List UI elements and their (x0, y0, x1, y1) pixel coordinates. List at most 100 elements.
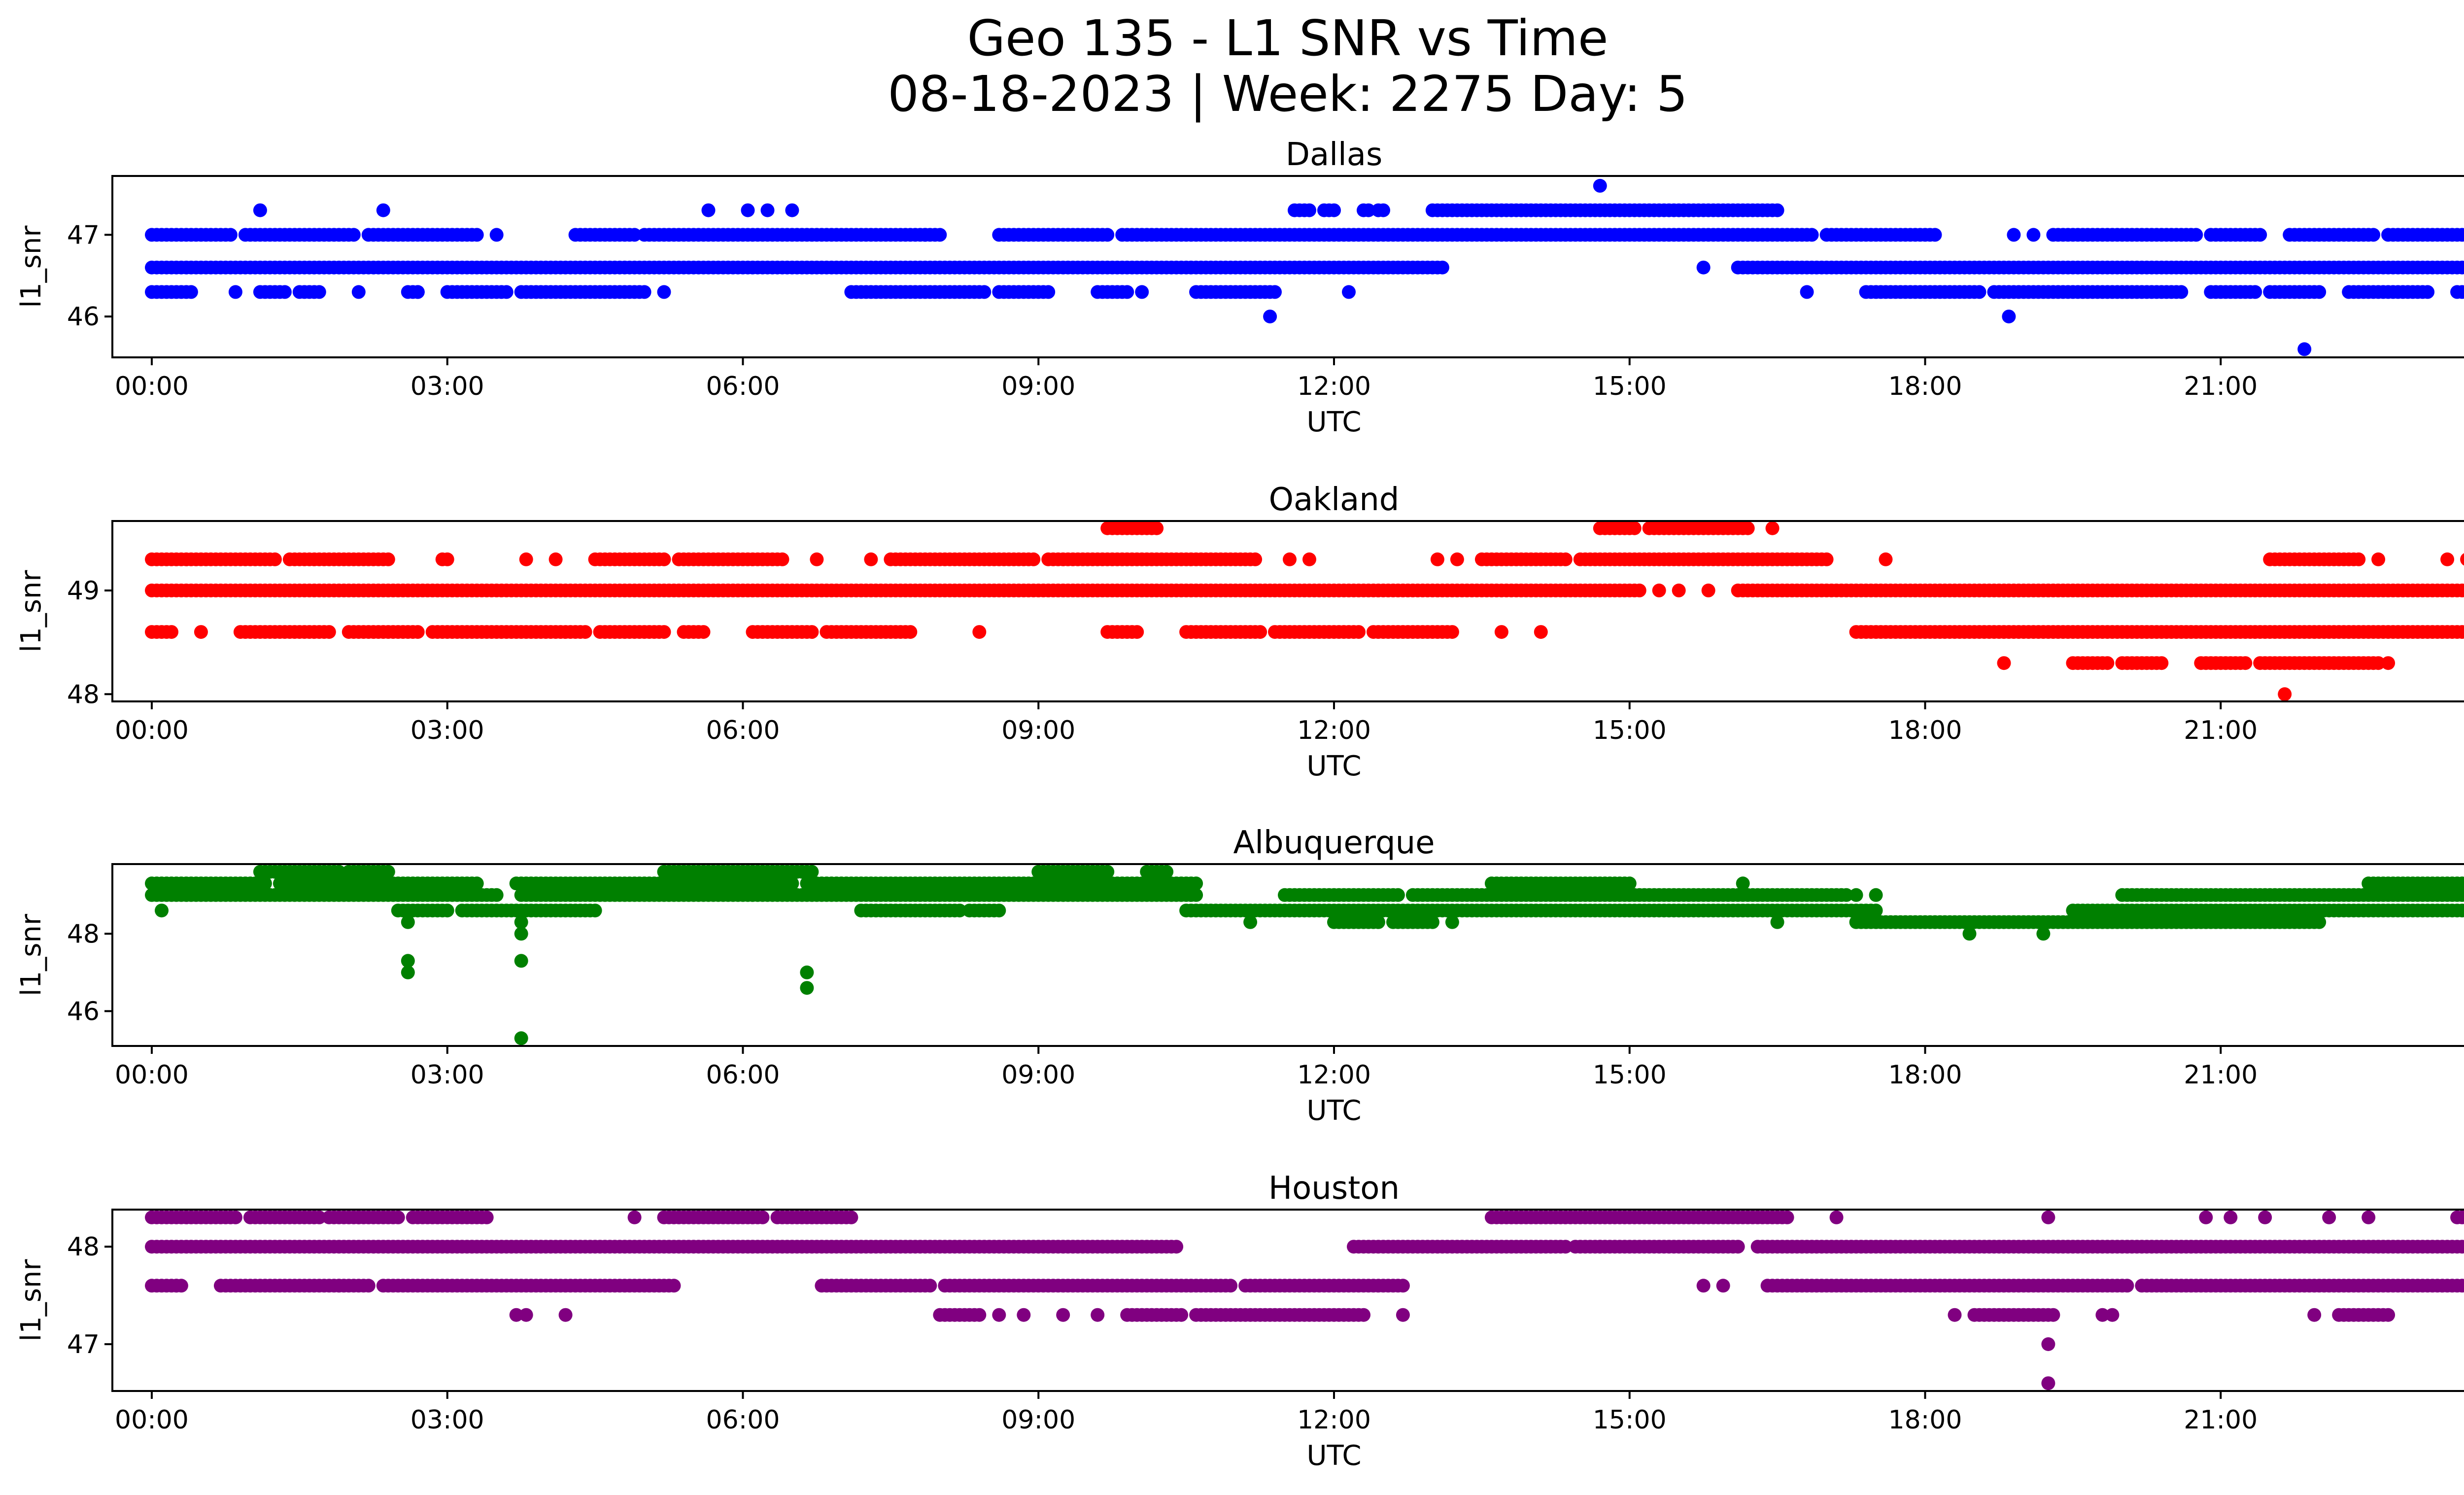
oakland-data-point (2155, 656, 2169, 670)
albuquerque-data-point (514, 927, 528, 941)
houston-data-point (1558, 1240, 1573, 1254)
dallas-data-point (253, 203, 267, 217)
albuquerque-data-point (2036, 927, 2051, 941)
oakland-data-point (2460, 626, 2464, 638)
dallas-x-tick-label: 06:00 (706, 372, 780, 401)
oakland-data-point (2460, 584, 2464, 597)
dallas-data-point (1135, 285, 1149, 299)
albuquerque-data-point (1736, 876, 1750, 891)
oakland-y-tick-label: 49 (67, 576, 100, 606)
dallas-data-point (411, 285, 425, 299)
albuquerque-x-tick-label: 06:00 (706, 1060, 780, 1090)
houston-data-point (1169, 1240, 1184, 1254)
oakland-data-point (657, 625, 671, 639)
albuquerque-data-point (1425, 915, 1439, 929)
albuquerque-data-point (1622, 876, 1637, 891)
dallas-data-point (1770, 203, 1784, 217)
albuquerque-data-point (1839, 888, 1853, 902)
dallas-data-point (223, 228, 238, 242)
dallas-data-point (228, 285, 242, 299)
albuquerque-data-point (800, 965, 814, 979)
dallas-data-point (351, 285, 366, 299)
oakland-x-tick-label: 03:00 (411, 716, 484, 745)
dallas-data-point (1805, 228, 1819, 242)
albuquerque-data-point (1962, 927, 1977, 941)
houston-data-point (1948, 1308, 1962, 1322)
dallas-data-point (627, 228, 642, 242)
albuquerque-data-point (2312, 915, 2327, 929)
houston-data-point (2322, 1210, 2336, 1224)
oakland-markers (145, 521, 2464, 701)
oakland-data-point (696, 625, 711, 639)
oakland-y-axis-label: l1_snr (15, 570, 47, 653)
houston-data-point (1017, 1308, 1031, 1322)
albuquerque-data-point (953, 904, 967, 918)
oakland-y-tick-label: 48 (67, 680, 100, 709)
dallas-x-tick-label: 12:00 (1297, 372, 1371, 401)
oakland-title: Oakland (1269, 482, 1400, 518)
houston-data-point (1357, 1308, 1370, 1322)
oakland-data-point (810, 552, 824, 566)
houston-data-point (1091, 1308, 1105, 1322)
houston-data-point (1174, 1308, 1189, 1322)
albuquerque-data-point (258, 876, 272, 891)
dallas-data-point (1263, 310, 1277, 324)
dallas-data-point (1041, 285, 1056, 299)
albuquerque-data-point (155, 904, 169, 918)
houston-data-point (2041, 1210, 2055, 1224)
houston-x-tick-label: 06:00 (706, 1405, 780, 1435)
oakland-data-point (165, 625, 178, 639)
albuquerque-x-tick-label: 18:00 (1888, 1060, 1962, 1090)
dallas-data-point (657, 285, 671, 299)
oakland-x-tick-label: 18:00 (1888, 716, 1962, 745)
dallas-title: Dallas (1286, 137, 1383, 173)
albuquerque-x-tick-label: 21:00 (2184, 1060, 2258, 1090)
houston-markers (145, 1210, 2464, 1391)
houston-data-point (844, 1210, 858, 1224)
oakland-data-point (1150, 521, 1164, 535)
albuquerque-data-point (1869, 888, 1883, 902)
dallas-data-point (489, 228, 504, 242)
houston-data-point (1829, 1210, 1844, 1224)
houston-y-tick-label: 48 (67, 1232, 100, 1262)
dallas-data-point (2460, 261, 2464, 274)
oakland-data-point (972, 625, 987, 639)
albuquerque-data-point (401, 915, 415, 929)
houston-data-point (923, 1279, 937, 1293)
albuquerque-data-point (1391, 888, 1405, 902)
houston-data-point (479, 1210, 494, 1224)
albuquerque-x-tick-label: 00:00 (115, 1060, 189, 1090)
albuquerque-data-point (1189, 888, 1203, 902)
houston-data-point (2041, 1376, 2055, 1391)
oakland-data-point (1494, 625, 1508, 639)
albuquerque-data-point (1243, 915, 1258, 929)
oakland-data-point (1765, 521, 1780, 535)
dallas-data-point (918, 228, 932, 242)
oakland-data-point (775, 552, 789, 566)
albuquerque-x-tick-label: 09:00 (1001, 1060, 1075, 1090)
oakland-data-point (519, 552, 533, 566)
houston-x-tick-label: 00:00 (115, 1405, 189, 1435)
houston-data-point (2460, 1240, 2464, 1253)
oakland-data-point (1445, 625, 1459, 639)
houston-data-point (2095, 1308, 2110, 1322)
dallas-data-point (2366, 228, 2381, 242)
albuquerque-markers (145, 865, 2464, 1045)
oakland-data-point (2371, 552, 2386, 566)
oakland-data-point (440, 552, 454, 566)
houston-x-tick-label: 15:00 (1593, 1405, 1667, 1435)
dallas-data-point (376, 203, 390, 217)
albuquerque-data-point (489, 888, 504, 902)
houston-x-tick-label: 12:00 (1297, 1405, 1371, 1435)
dallas-x-tick-label: 09:00 (1001, 372, 1075, 401)
oakland-x-tick-label: 21:00 (2184, 716, 2258, 745)
dallas-data-point (2460, 285, 2464, 298)
houston-data-point (228, 1210, 242, 1224)
oakland-data-point (411, 625, 425, 639)
houston-title: Houston (1268, 1170, 1400, 1207)
dallas-y-tick-label: 47 (67, 220, 100, 250)
dallas-data-point (1268, 285, 1282, 299)
houston-x-tick-label: 18:00 (1888, 1405, 1962, 1435)
